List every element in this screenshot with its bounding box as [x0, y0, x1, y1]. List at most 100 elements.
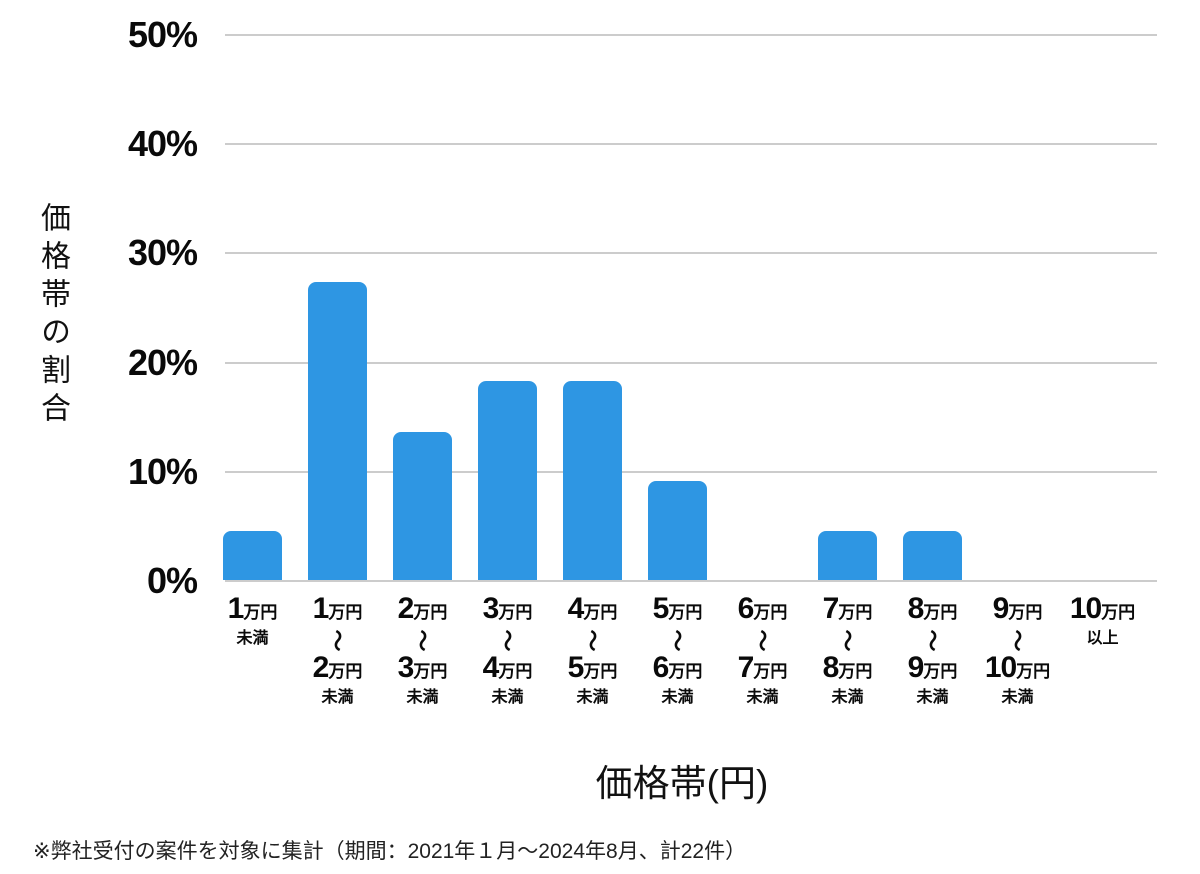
x-label-line: 5万円 [550, 653, 635, 687]
x-label-unit: 万円 [583, 603, 618, 622]
y-axis-title: 価格帯の割合 [36, 202, 69, 430]
gridline [225, 34, 1157, 36]
x-label-suffix: 未満 [1001, 689, 1034, 706]
x-label-line: 1万円 [210, 594, 295, 628]
x-label-line: 8万円 [890, 594, 975, 628]
x-label-number: 5 [652, 592, 670, 625]
x-category-label: 5万円〜 6万円 未満 [635, 594, 720, 708]
x-label-line: 4万円 [550, 594, 635, 628]
range-tilde: 〜 [805, 628, 890, 653]
x-label-line: 8万円 [805, 653, 890, 687]
tilde-icon: 〜 [494, 629, 520, 652]
y-tick-label: 20% [127, 341, 198, 383]
x-label-unit: 万円 [753, 662, 788, 681]
y-tick-label: 30% [127, 232, 198, 274]
range-tilde: 〜 [295, 628, 380, 653]
range-tilde: 〜 [635, 628, 720, 653]
x-label-suffix: 以上 [1086, 630, 1119, 647]
x-label-unit: 万円 [838, 603, 873, 622]
x-label-line: 3万円 [380, 653, 465, 687]
bar [903, 530, 962, 580]
x-category-label: 4万円〜 5万円 未満 [550, 594, 635, 708]
x-label-line: 10万円 [1060, 594, 1145, 628]
x-label-suffix: 未満 [831, 689, 864, 706]
tilde-icon: 〜 [324, 629, 350, 652]
y-tick-label: 0% [146, 560, 198, 601]
bar [223, 530, 282, 580]
x-label-line: 9万円 [975, 594, 1060, 628]
x-label-number: 9 [992, 592, 1010, 625]
gridline [225, 470, 1157, 473]
range-tilde: 〜 [465, 628, 550, 653]
x-category-label: 8万円〜 9万円未満 [890, 594, 975, 708]
x-label-line: 9万円 [890, 653, 975, 687]
x-label-line: 2万円 [380, 594, 465, 628]
range-tilde: 〜 [550, 628, 635, 653]
x-label-unit: 万円 [1101, 603, 1136, 622]
x-label-unit: 万円 [583, 662, 618, 681]
x-label-unit: 万円 [413, 662, 448, 681]
range-tilde: 〜 [720, 628, 805, 653]
x-label-unit: 万円 [923, 603, 958, 622]
x-label-number: 5 [567, 651, 585, 684]
x-label-number: 3 [397, 651, 415, 684]
x-label-unit: 万円 [668, 662, 703, 681]
gridline [225, 580, 1157, 582]
x-category-label: 3万円〜 4万円未満 [465, 594, 550, 708]
gridline [225, 143, 1157, 146]
x-label-number: 4 [482, 651, 500, 684]
x-label-number: 7 [822, 592, 840, 625]
x-category-label: 1万円未満 [210, 594, 295, 649]
bar [478, 381, 537, 580]
x-label-number: 6 [737, 592, 755, 625]
x-category-label: 10万円以上 [1060, 594, 1145, 649]
bar [563, 381, 622, 580]
y-tick-label: 50% [127, 14, 198, 55]
x-label-number: 7 [737, 651, 755, 684]
plot-area [223, 34, 1157, 582]
tilde-icon: 〜 [664, 629, 690, 652]
x-label-number: 8 [822, 651, 840, 684]
x-label-suffix: 未満 [491, 689, 524, 706]
tilde-icon: 〜 [1004, 629, 1030, 652]
x-category-label: 6万円〜 7万円 未満 [720, 594, 805, 708]
x-label-line: 10万円 [975, 653, 1060, 687]
bar [818, 530, 877, 580]
x-label-suffix: 未満 [746, 689, 779, 706]
x-label-suffix: 未満 [406, 689, 439, 706]
bar [308, 281, 367, 580]
tilde-icon: 〜 [919, 629, 945, 652]
x-label-unit: 万円 [1016, 662, 1051, 681]
tilde-icon: 〜 [749, 629, 775, 652]
x-label-unit: 万円 [328, 603, 363, 622]
tilde-icon: 〜 [409, 629, 435, 652]
x-label-suffix: 未満 [321, 689, 354, 706]
gridline [225, 252, 1157, 255]
x-label-unit: 万円 [243, 603, 278, 622]
x-category-label: 1万円〜 2万円 未満 [295, 594, 380, 708]
y-tick-label: 10% [127, 450, 198, 492]
gridline [225, 361, 1157, 364]
x-label-unit: 万円 [328, 662, 363, 681]
x-label-number: 2 [397, 592, 415, 625]
x-category-label: 9万円〜 10万円 未満 [975, 594, 1060, 708]
x-label-suffix: 未満 [236, 630, 269, 647]
x-label-suffix: 未満 [916, 689, 949, 706]
x-category-label: 2万円〜 3万円 未満 [380, 594, 465, 708]
footnote: ※弊社受付の案件を対象に集計（期間：2021年１月～2024年8月、計22件） [33, 840, 747, 863]
x-label-line: 1万円 [295, 594, 380, 628]
range-tilde: 〜 [975, 628, 1060, 653]
x-label-line: 3万円 [465, 594, 550, 628]
x-label-line: 6万円 [635, 653, 720, 687]
x-label-unit: 万円 [1008, 603, 1043, 622]
x-axis-title: 価格帯(円) [595, 763, 769, 804]
x-label-line: 7万円 [805, 594, 890, 628]
x-label-unit: 万円 [498, 662, 533, 681]
x-label-line: 7万円 [720, 653, 805, 687]
x-label-line: 6万円 [720, 594, 805, 628]
x-category-label: 7万円〜 8万円 未満 [805, 594, 890, 708]
x-label-number: 4 [567, 592, 585, 625]
x-label-unit: 万円 [753, 603, 788, 622]
x-label-unit: 万円 [923, 662, 958, 681]
